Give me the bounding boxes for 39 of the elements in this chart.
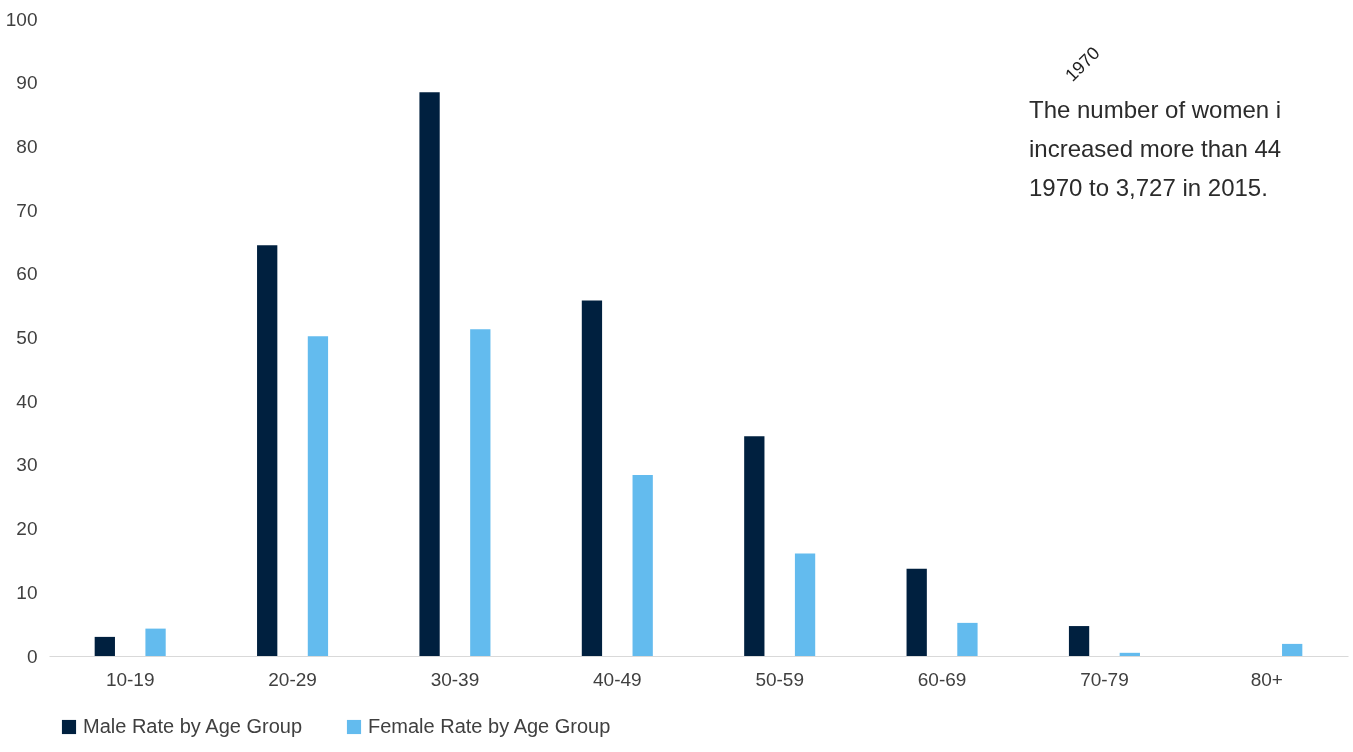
bar bbox=[957, 622, 978, 656]
bar bbox=[257, 245, 278, 656]
x-tick-label: 30-39 bbox=[430, 668, 480, 690]
bar bbox=[632, 475, 653, 656]
y-tick-label: 20 bbox=[16, 518, 38, 540]
annotation: The number of women i bbox=[1029, 96, 1282, 123]
bar bbox=[470, 329, 491, 656]
y-tick-label: 50 bbox=[16, 327, 38, 348]
annotation: 1970 to 3,727 in 2015. bbox=[1029, 174, 1268, 201]
x-tick-label: 10-19 bbox=[105, 668, 155, 690]
bar bbox=[145, 628, 166, 656]
y-tick-label: 40 bbox=[16, 390, 38, 412]
bar bbox=[906, 568, 927, 656]
annotation: increased more than 44 bbox=[1029, 135, 1282, 162]
y-tick-label: 90 bbox=[16, 72, 38, 94]
bar bbox=[307, 336, 329, 656]
x-tick-label: 40-49 bbox=[593, 668, 642, 690]
x-tick-label: 20-29 bbox=[268, 668, 317, 690]
y-tick-label: 80 bbox=[16, 135, 38, 157]
legend-label: Female Rate by Age Group bbox=[368, 715, 611, 737]
x-tick-label: 60-69 bbox=[917, 668, 967, 690]
y-tick-label: 70 bbox=[16, 199, 38, 221]
bar bbox=[581, 300, 603, 656]
bar bbox=[1282, 643, 1303, 656]
x-tick-label: 80+ bbox=[1250, 668, 1283, 690]
y-tick-label: 10 bbox=[16, 581, 38, 603]
y-tick-label: 0 bbox=[26, 645, 38, 667]
x-tick-label: 50-59 bbox=[755, 668, 804, 690]
legend-label: Male Rate by Age Group bbox=[83, 715, 303, 737]
bar bbox=[94, 636, 115, 656]
bar bbox=[1068, 626, 1090, 656]
bar bbox=[744, 436, 765, 656]
bar bbox=[419, 92, 440, 656]
y-tick-label: 100 bbox=[5, 8, 38, 30]
bar bbox=[794, 553, 816, 656]
x-tick-label: 70-79 bbox=[1080, 668, 1129, 690]
y-tick-label: 60 bbox=[16, 263, 38, 285]
y-tick-label: 30 bbox=[16, 454, 38, 476]
bar bbox=[1119, 652, 1140, 656]
